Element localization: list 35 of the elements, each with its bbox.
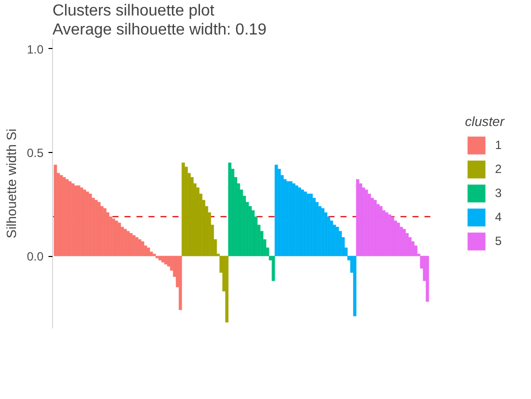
bar xyxy=(411,241,414,256)
bar xyxy=(152,254,156,256)
bar xyxy=(426,256,430,302)
legend-label: 5 xyxy=(495,234,503,248)
chart-subtitle: Average silhouette width: 0.19 xyxy=(52,22,267,38)
bar xyxy=(225,256,228,322)
bar xyxy=(144,245,148,256)
bar xyxy=(353,256,356,316)
legend-title: cluster xyxy=(465,114,506,129)
y-tick-label: 0.5 xyxy=(26,146,44,160)
bar xyxy=(182,162,185,256)
y-tick-label: 0.0 xyxy=(26,250,44,264)
legend-label: 1 xyxy=(495,138,503,152)
bar xyxy=(156,256,159,258)
bar xyxy=(272,256,275,282)
bar xyxy=(414,245,418,256)
bar xyxy=(408,237,412,256)
bar xyxy=(164,256,168,264)
bar xyxy=(178,256,182,310)
legend-label: 2 xyxy=(495,162,503,176)
bar xyxy=(54,164,58,256)
bar xyxy=(356,179,360,256)
legend-label: 3 xyxy=(495,186,503,200)
bar xyxy=(146,248,150,256)
bar xyxy=(338,230,342,256)
chart-title: Clusters silhouette plot xyxy=(52,2,215,20)
bar xyxy=(161,256,165,262)
y-axis-title: Silhouette width Si xyxy=(4,128,19,238)
y-tick-label: 1.0 xyxy=(26,42,44,56)
bar xyxy=(274,164,278,256)
bar xyxy=(140,241,144,256)
bar xyxy=(167,256,170,267)
bar xyxy=(228,162,232,256)
legend-label: 4 xyxy=(495,210,503,224)
bar xyxy=(150,252,153,256)
